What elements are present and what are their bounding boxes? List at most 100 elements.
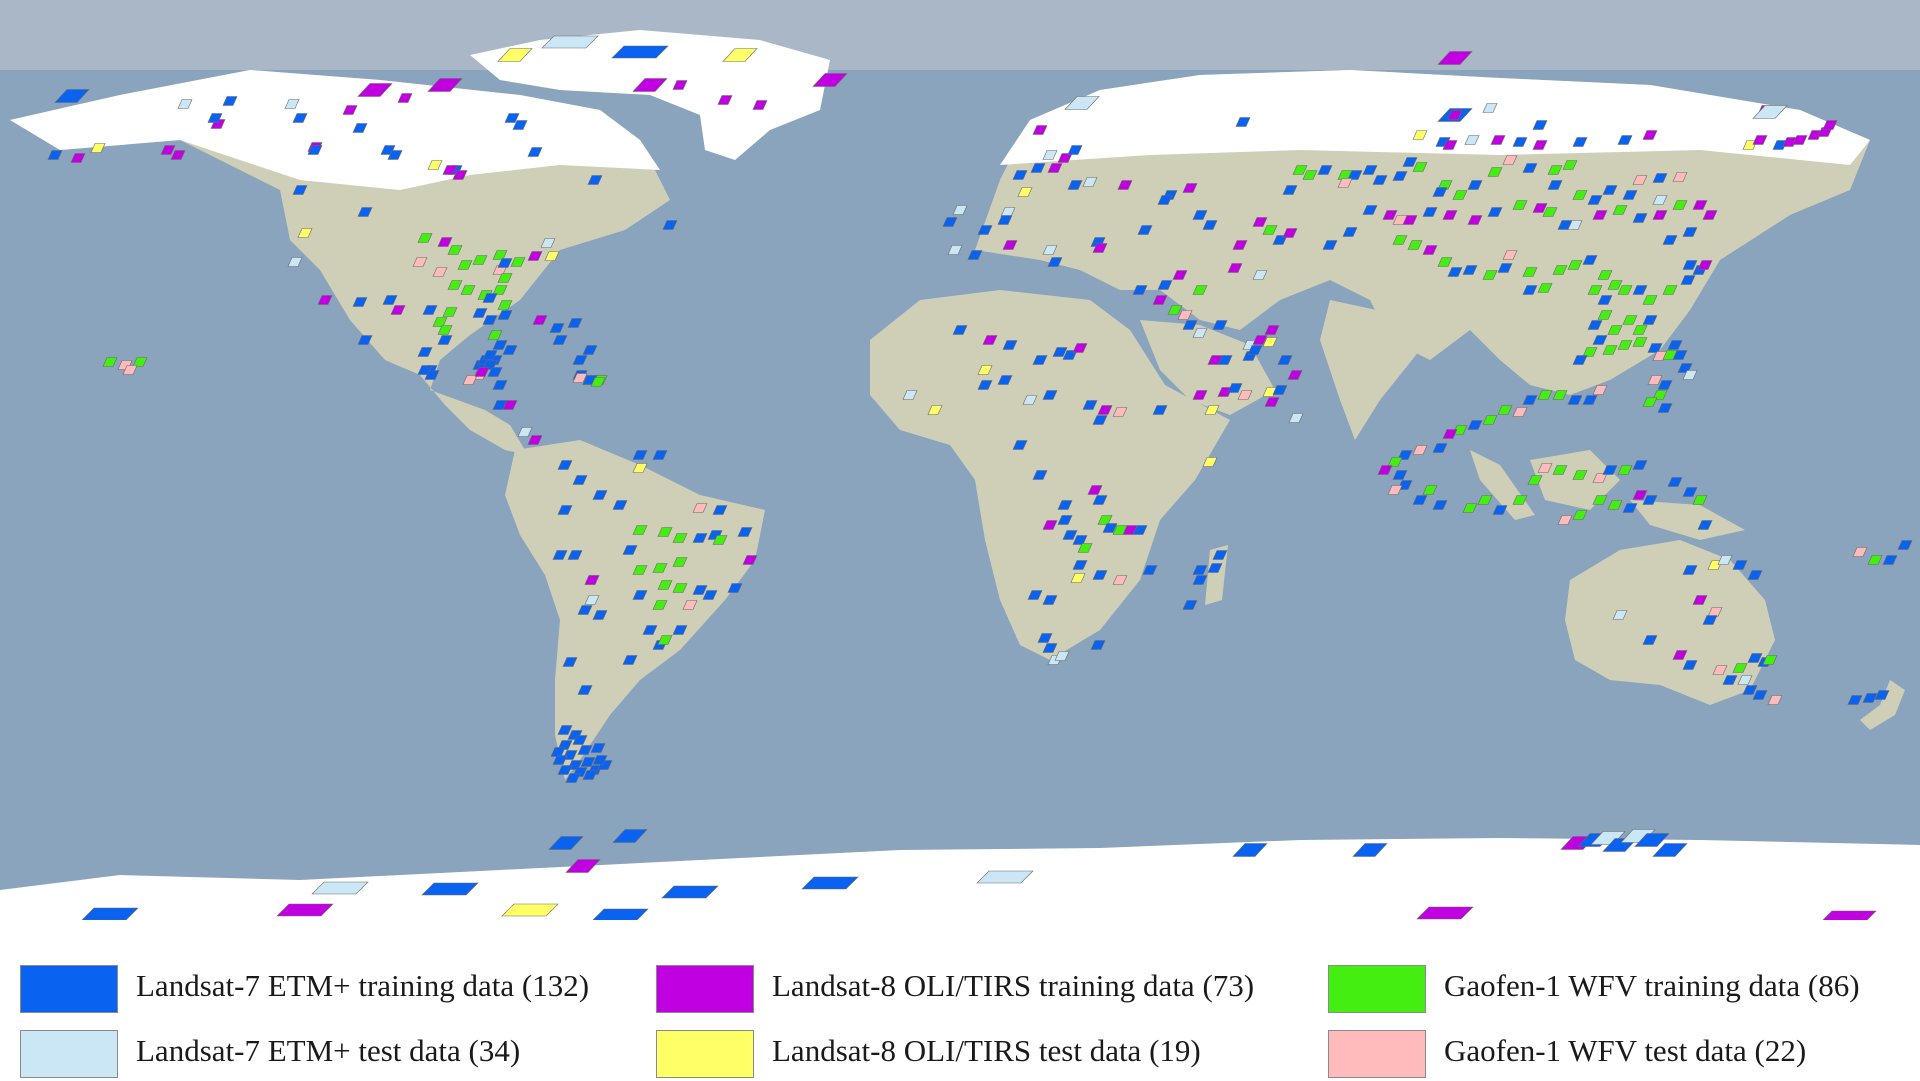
scene-marker-l8-test bbox=[90, 143, 106, 153]
scene-marker-gf-train bbox=[510, 257, 526, 267]
scene-marker-l7-test bbox=[1612, 610, 1628, 620]
scene-marker-l8-train bbox=[527, 251, 543, 261]
scene-marker-l7-train bbox=[1657, 380, 1673, 390]
scene-marker-l7-train bbox=[1322, 240, 1338, 250]
scene-marker-l7-train bbox=[1212, 550, 1228, 560]
scene-marker-l7-train bbox=[582, 770, 598, 780]
scene-marker-l8-train bbox=[357, 83, 393, 97]
scene-marker-l8-train bbox=[170, 150, 186, 160]
scene-marker-l7-train bbox=[1132, 525, 1148, 535]
scene-marker-l7-train bbox=[967, 250, 983, 260]
scene-marker-l7-train bbox=[1682, 565, 1698, 575]
scene-marker-l7-train bbox=[1567, 395, 1583, 405]
scene-marker-gf-test bbox=[1672, 172, 1688, 182]
scene-marker-gf-train bbox=[447, 245, 463, 255]
scene-marker-l8-test bbox=[927, 405, 943, 415]
scene-marker-gf-train bbox=[1572, 470, 1588, 480]
scene-marker-l8-train bbox=[160, 145, 176, 155]
scene-marker-l7-test bbox=[284, 99, 300, 109]
scene-marker-l7-train bbox=[1847, 695, 1863, 705]
scene-marker-l8-train bbox=[632, 78, 668, 92]
scene-marker-l8-test bbox=[544, 251, 560, 261]
scene-marker-l7-train bbox=[942, 217, 958, 227]
scene-marker-l7-train bbox=[577, 685, 593, 695]
scene-marker-l8-train bbox=[1792, 135, 1808, 145]
landmass-borneo bbox=[1530, 450, 1620, 510]
scene-marker-l7-train bbox=[1047, 257, 1063, 267]
scene-marker-gf-test bbox=[1502, 250, 1518, 260]
scene-marker-gf-train bbox=[1582, 347, 1598, 357]
scene-marker-l7-test bbox=[1042, 150, 1058, 160]
scene-marker-l7-train bbox=[1392, 171, 1408, 181]
scene-marker-l7-train bbox=[472, 308, 488, 318]
scene-marker-gf-train bbox=[672, 557, 688, 567]
scene-marker-l8-test bbox=[1262, 337, 1278, 347]
scene-marker-l7-train bbox=[712, 505, 728, 515]
scene-marker-l7-train bbox=[1082, 400, 1098, 410]
scene-marker-l8-train bbox=[1822, 910, 1877, 920]
scene-marker-l7-train bbox=[1402, 157, 1418, 167]
legend-label-l7-test: Landsat-7 ETM+ test data (34) bbox=[136, 1033, 521, 1068]
scene-marker-gf-train bbox=[1452, 190, 1468, 200]
scene-marker-l7-train bbox=[1432, 500, 1448, 510]
scene-marker-l7-train bbox=[611, 45, 669, 59]
scene-marker-l8-test bbox=[632, 463, 648, 473]
scene-marker-l8-train bbox=[717, 95, 733, 105]
scene-marker-gf-train bbox=[1607, 325, 1623, 335]
scene-marker-l7-train bbox=[1632, 285, 1648, 295]
scene-marker-l7-train bbox=[1032, 470, 1048, 480]
scene-marker-gf-train bbox=[442, 307, 458, 317]
scene-marker-l8-train bbox=[1264, 397, 1280, 407]
scene-marker-gf-train bbox=[1552, 390, 1568, 400]
scene-marker-gf-train bbox=[1167, 305, 1183, 315]
scene-marker-gf-train bbox=[1642, 295, 1658, 305]
scene-marker-l7-train bbox=[661, 885, 719, 899]
scene-marker-l7-train bbox=[632, 450, 648, 460]
legend-label-l8-test: Landsat-8 OLI/TIRS test data (19) bbox=[772, 1033, 1201, 1068]
scene-marker-l8-train bbox=[1592, 210, 1608, 220]
scene-marker-l7-train bbox=[622, 655, 638, 665]
scene-marker-l8-train bbox=[752, 100, 768, 110]
scene-marker-l8-train bbox=[1532, 140, 1548, 150]
scene-marker-l7-train bbox=[1622, 503, 1638, 513]
scene-marker-l7-train bbox=[1132, 285, 1148, 295]
scene-marker-l8-train bbox=[1642, 130, 1658, 140]
scene-marker-l7-train bbox=[357, 207, 373, 217]
scene-marker-l7-train bbox=[572, 475, 588, 485]
scene-marker-l7-train bbox=[1052, 347, 1068, 357]
scene-marker-gf-test bbox=[1852, 547, 1868, 557]
scene-marker-l7-train bbox=[1092, 570, 1108, 580]
scene-marker-l7-test bbox=[540, 238, 556, 248]
scene-marker-gf-test bbox=[1337, 178, 1353, 188]
scene-marker-l8-train bbox=[1002, 240, 1018, 250]
scene-marker-gf-test bbox=[1592, 385, 1608, 395]
scene-marker-l7-test bbox=[902, 390, 918, 400]
scene-marker-l7-train bbox=[1090, 640, 1106, 650]
scene-marker-l7-train bbox=[1067, 180, 1083, 190]
scene-marker-l7-train bbox=[1432, 187, 1448, 197]
scene-marker-l7-train bbox=[1042, 595, 1058, 605]
scene-marker-l7-test bbox=[1737, 675, 1753, 685]
scene-marker-l8-train bbox=[1087, 485, 1103, 495]
scene-marker-l7-train bbox=[997, 375, 1013, 385]
scene-marker-l7-train bbox=[1642, 495, 1658, 505]
scene-marker-l7-train bbox=[1462, 265, 1478, 275]
scene-marker-l7-train bbox=[1042, 643, 1058, 653]
scene-marker-l7-train bbox=[512, 120, 528, 130]
scene-marker-l7-train bbox=[387, 150, 403, 160]
legend-swatch-l7-train bbox=[20, 965, 118, 1013]
scene-marker-gf-train bbox=[1732, 663, 1748, 673]
scene-marker-l8-train bbox=[1252, 335, 1268, 345]
scene-marker-l7-train bbox=[582, 345, 598, 355]
arctic-haze bbox=[0, 0, 1920, 70]
scene-marker-l7-train bbox=[550, 747, 566, 757]
scene-marker-l8-test bbox=[1202, 457, 1218, 467]
scene-marker-l8-train bbox=[1217, 387, 1233, 397]
scene-marker-gf-train bbox=[1622, 315, 1638, 325]
scene-marker-gf-train bbox=[497, 300, 513, 310]
scene-marker-l7-train bbox=[1487, 207, 1503, 217]
scene-marker-gf-train bbox=[1632, 337, 1648, 347]
scene-marker-l7-train bbox=[592, 490, 608, 500]
scene-marker-gf-test bbox=[432, 267, 448, 277]
scene-marker-gf-train bbox=[1537, 283, 1553, 293]
